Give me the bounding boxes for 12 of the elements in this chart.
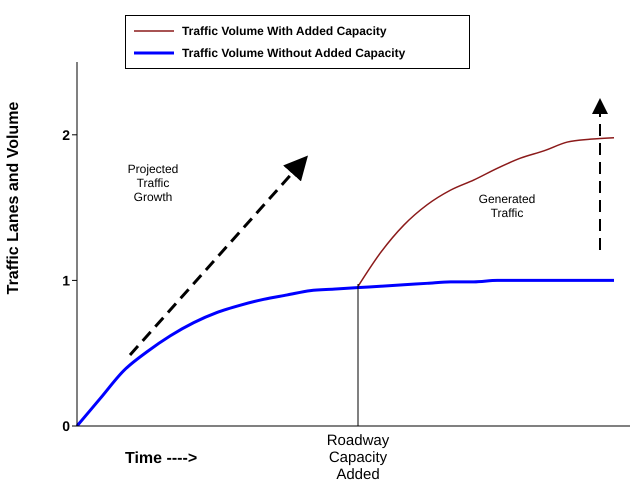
line-series (76, 278, 616, 426)
line-series (356, 136, 615, 288)
y-tick-label: 1 (62, 272, 70, 288)
text: Roadway Capacity Added (326, 432, 390, 483)
legend-label: Traffic Volume With Added Capacity (182, 24, 387, 38)
y-axis-title: Traffic Lanes and Volume (5, 102, 22, 294)
legend-label: Traffic Volume Without Added Capacity (182, 46, 406, 60)
annotation: Generated Traffic (478, 192, 536, 220)
x-axis-title: Time ----> (125, 450, 198, 468)
y-tick-label: 0 (62, 418, 70, 434)
y-tick-label: 2 (62, 126, 70, 143)
annotation: Projected Traffic Growth (126, 162, 180, 204)
